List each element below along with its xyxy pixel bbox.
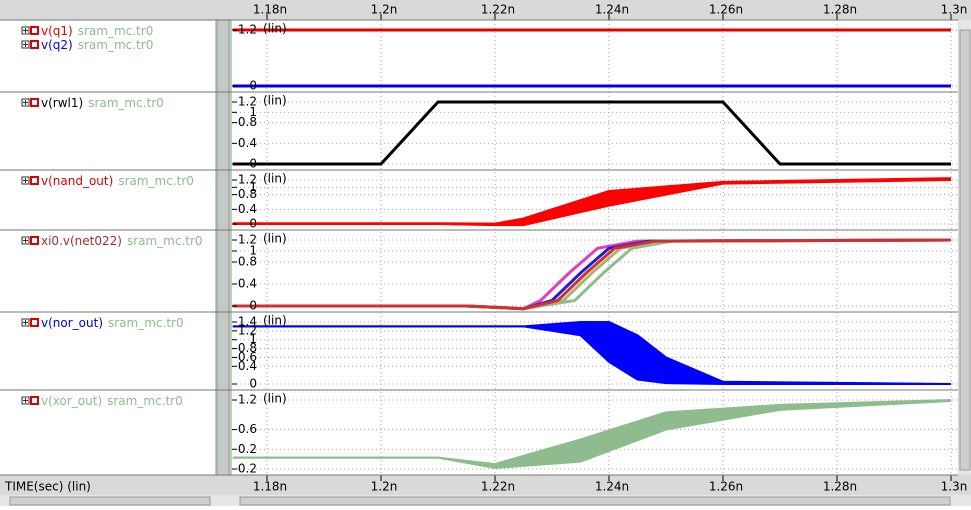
x-tick-label: 1.18n — [253, 480, 287, 494]
x-tick-label: 1.28n — [823, 480, 857, 494]
scale-label: (lin) — [263, 94, 287, 108]
x-tick-label: 1.3n — [941, 3, 968, 17]
expand-icon — [21, 26, 30, 35]
signal-icon — [30, 26, 39, 35]
y-tick-label: 0.4 — [238, 359, 257, 373]
y-tick-label: 0 — [249, 79, 257, 93]
signal-label[interactable]: v(q2) sram_mc.tr0 — [41, 38, 153, 52]
x-tick-label: 1.28n — [823, 3, 857, 17]
x-tick-label: 1.2n — [371, 480, 398, 494]
y-tick-label: 0.2 — [238, 442, 257, 456]
signal-name: v(q1) — [41, 24, 73, 38]
signal-source: sram_mc.tr0 — [108, 316, 184, 330]
x-tick-label: 1.22n — [481, 3, 515, 17]
y-tick-label: 0.4 — [238, 277, 257, 291]
y-tick-label: 1.4 — [238, 315, 257, 329]
signal-source: sram_mc.tr0 — [78, 38, 154, 52]
y-tick-label: 0 — [249, 377, 257, 391]
y-tick-label: 1.2 — [238, 95, 257, 109]
signal-source: sram_mc.tr0 — [88, 96, 164, 110]
expand-icon — [21, 40, 30, 49]
y-tick-label: 1.2 — [238, 173, 257, 187]
expand-icon — [21, 396, 30, 405]
x-tick-label: 1.26n — [709, 480, 743, 494]
signal-label[interactable]: v(q1) sram_mc.tr0 — [41, 24, 153, 38]
signal-name: v(nor_out) — [41, 316, 103, 330]
y-tick-label: 0 — [249, 217, 257, 231]
x-tick-label: 1.24n — [595, 480, 629, 494]
y-tick-label: 1.2 — [238, 393, 257, 407]
y-tick-label: 0 — [249, 157, 257, 171]
x-tick-label: 1.24n — [595, 3, 629, 17]
signal-name: xi0.v(net022) — [41, 234, 122, 248]
expand-icon — [21, 318, 30, 327]
expand-icon — [21, 236, 30, 245]
y-tick-label: 1 — [249, 332, 257, 346]
waveform — [232, 399, 952, 470]
scale-label: (lin) — [263, 392, 287, 406]
signal-label[interactable]: v(nor_out) sram_mc.tr0 — [41, 316, 184, 330]
waveform — [232, 321, 952, 385]
signal-name: v(rwl1) — [41, 96, 83, 110]
signal-source: sram_mc.tr0 — [127, 234, 203, 248]
signal-icon — [30, 396, 39, 405]
waveform — [232, 100, 951, 166]
y-tick-label: 1.2 — [238, 233, 257, 247]
y-tick-label: 0 — [249, 299, 257, 313]
scale-label: (lin) — [263, 172, 287, 186]
band-fill — [232, 400, 952, 469]
y-tick-label: 0.8 — [238, 255, 257, 269]
waveform — [232, 325, 951, 385]
y-tick-label: 0.8 — [238, 115, 257, 129]
y-tick-label: 0.8 — [238, 187, 257, 201]
signal-name: v(xor_out) — [41, 394, 102, 408]
y-tick-label: 1 — [249, 105, 257, 119]
signal-icon — [30, 40, 39, 49]
x-axis-label: TIME(sec) (lin) — [4, 480, 91, 494]
signal-icon — [30, 98, 39, 107]
signal-source: sram_mc.tr0 — [78, 24, 154, 38]
signal-icon — [30, 318, 39, 327]
x-tick-label: 1.22n — [481, 480, 515, 494]
plot-area — [232, 20, 958, 475]
x-tick-label: 1.2n — [371, 3, 398, 17]
signal-source: sram_mc.tr0 — [118, 174, 194, 188]
waveform — [232, 238, 952, 311]
scale-label: (lin) — [263, 314, 287, 328]
signal-label[interactable]: xi0.v(net022) sram_mc.tr0 — [41, 234, 203, 248]
y-tick-label: 0.4 — [238, 202, 257, 216]
y-tick-label: 1.2 — [238, 23, 257, 37]
x-tick-label: 1.26n — [709, 3, 743, 17]
y-tick-label: 1 — [249, 180, 257, 194]
y-tick-label: 0.8 — [238, 341, 257, 355]
y-tick-label: 0.6 — [238, 422, 257, 436]
scale-label: (lin) — [263, 22, 287, 36]
y-tick-label: 0.4 — [238, 136, 257, 150]
band-fill — [232, 178, 952, 226]
signal-label[interactable]: v(xor_out) sram_mc.tr0 — [41, 394, 183, 408]
band-fill — [232, 322, 952, 384]
signal-icon — [30, 236, 39, 245]
scale-label: (lin) — [263, 232, 287, 246]
expand-icon — [21, 176, 30, 185]
y-tick-label: 0.6 — [238, 350, 257, 364]
y-tick-label: -0.2 — [234, 462, 257, 476]
labels: v(q1) sram_mc.tr0 v(q2) sram_mc.tr0 v(rwl1) s… — [21, 24, 203, 408]
splitter[interactable] — [215, 20, 232, 475]
signal-icon — [30, 176, 39, 185]
signal-label[interactable]: v(rwl1) sram_mc.tr0 — [41, 96, 164, 110]
signal-name: v(nand_out) — [41, 174, 113, 188]
y-tick-label: 1.2 — [238, 323, 257, 337]
y-tick-label: 1 — [249, 244, 257, 258]
x-tick-label: 1.3n — [941, 480, 968, 494]
signal-source: sram_mc.tr0 — [107, 394, 183, 408]
x-tick-label: 1.18n — [253, 3, 287, 17]
plots — [232, 20, 958, 475]
waveform — [232, 179, 952, 227]
expand-icon — [21, 98, 30, 107]
signal-label[interactable]: v(nand_out) sram_mc.tr0 — [41, 174, 194, 188]
signal-name: v(q2) — [41, 38, 73, 52]
